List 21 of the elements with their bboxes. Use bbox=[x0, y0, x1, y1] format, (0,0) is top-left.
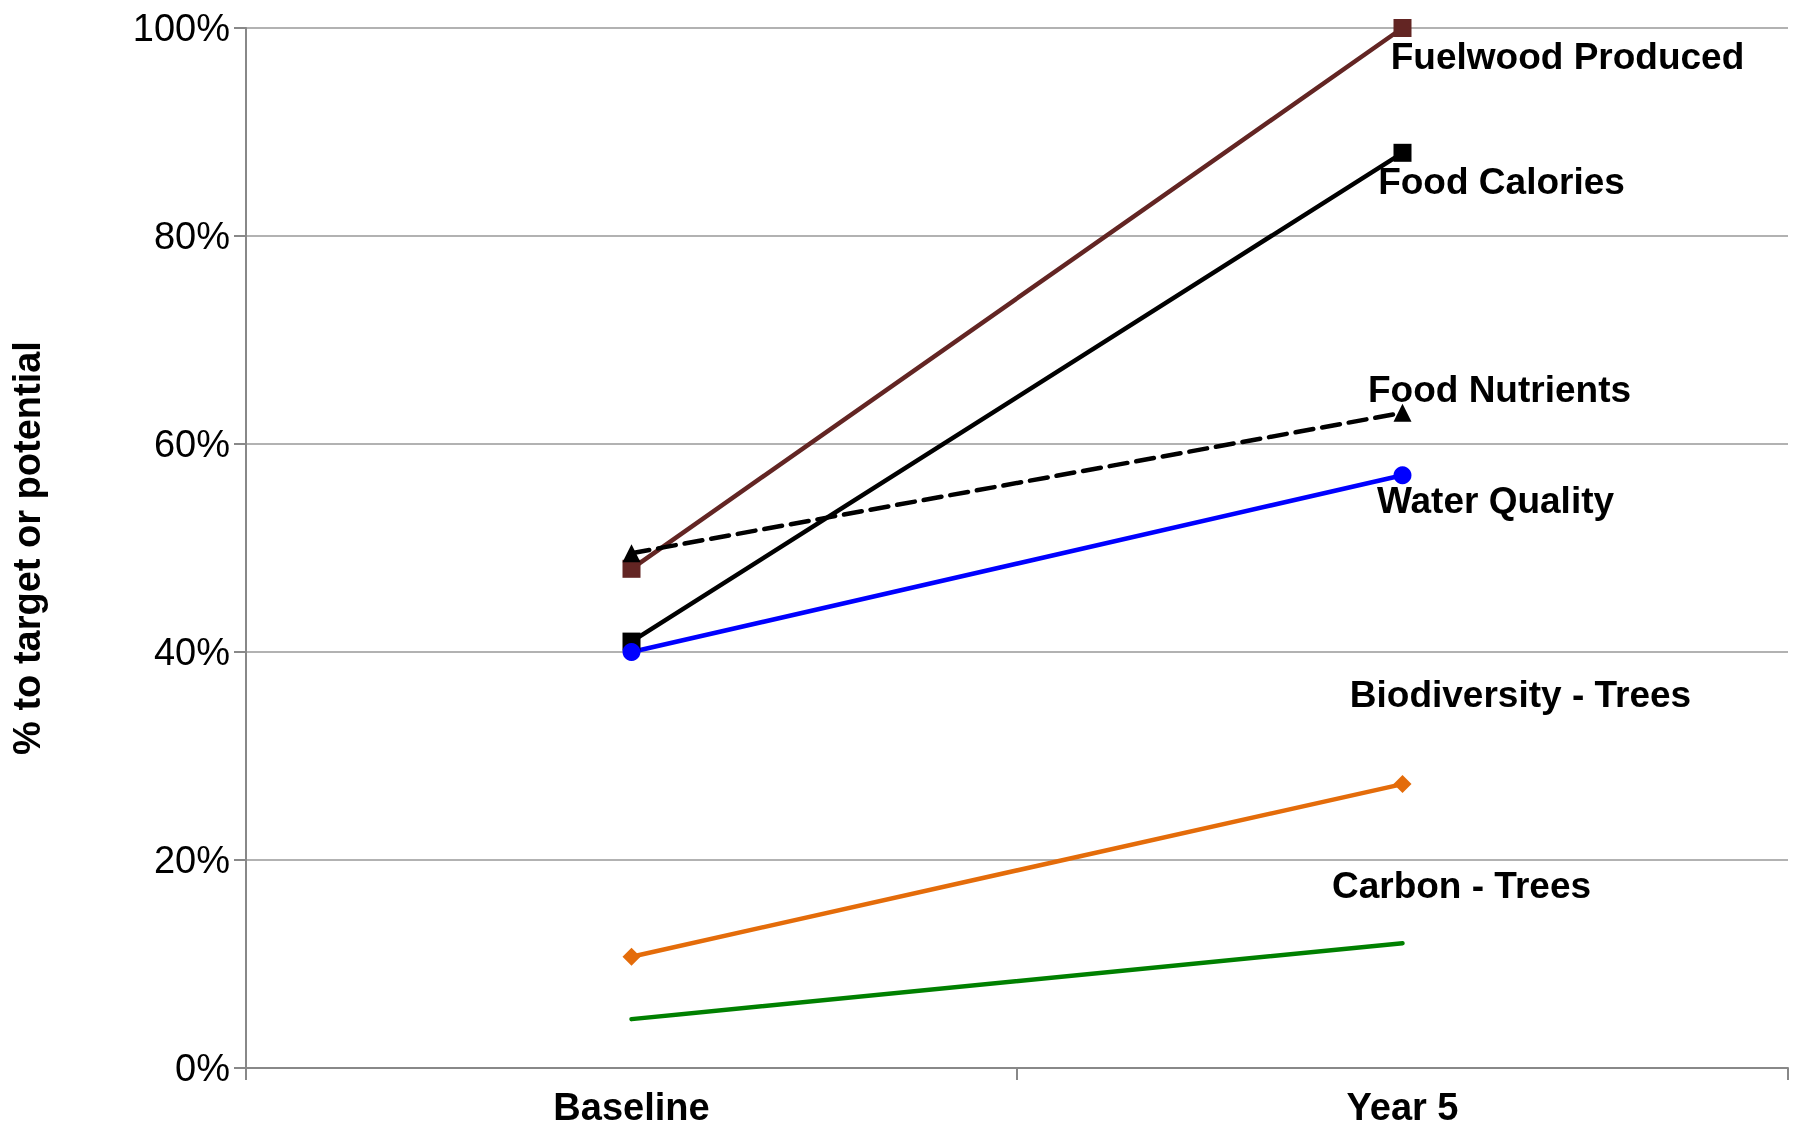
x-tick-label: Baseline bbox=[553, 1086, 710, 1128]
y-tick-label: 40% bbox=[153, 631, 230, 673]
y-tick-label: 80% bbox=[153, 215, 230, 257]
point bbox=[1393, 775, 1412, 794]
point bbox=[1393, 19, 1412, 37]
series-label: Food Nutrients bbox=[1367, 369, 1632, 411]
series-label: Carbon - Trees bbox=[1331, 864, 1592, 906]
point bbox=[1393, 466, 1412, 485]
point bbox=[622, 947, 641, 966]
y-axis-title: % to target or potential bbox=[6, 341, 48, 755]
y-tick-label: 0% bbox=[175, 1047, 230, 1089]
y-tick-label: 60% bbox=[153, 423, 230, 465]
point bbox=[622, 643, 641, 661]
point bbox=[1393, 143, 1412, 162]
text: Biodiversity - Trees bbox=[1349, 673, 1692, 715]
series-label: Fuelwood Produced bbox=[1390, 35, 1745, 77]
series-label: Water Quality bbox=[1376, 479, 1615, 521]
series-label: Food Calories bbox=[1378, 161, 1625, 203]
y-tick-label: 100% bbox=[132, 7, 230, 49]
x-tick-label: Year 5 bbox=[1346, 1086, 1459, 1128]
y-tick-label: 20% bbox=[153, 839, 230, 881]
